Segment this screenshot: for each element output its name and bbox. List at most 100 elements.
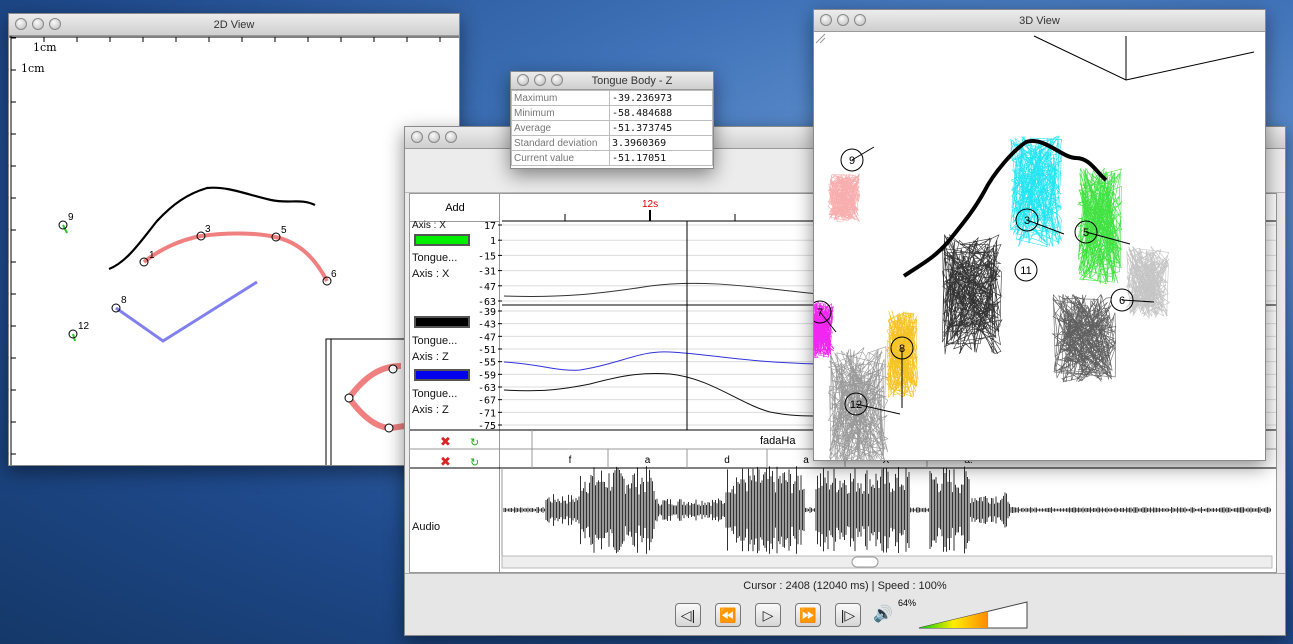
stats-label: Maximum xyxy=(511,90,610,106)
phoneme-label[interactable]: a xyxy=(645,455,651,466)
trajectory-cloud xyxy=(1077,167,1123,285)
axis-tick-label: -63 xyxy=(478,383,496,394)
track-color-swatch-green[interactable] xyxy=(414,234,470,246)
axis-tick-label: -55 xyxy=(478,358,496,369)
sensor-marker-3d[interactable] xyxy=(890,336,914,360)
trajectory-cloud xyxy=(827,173,861,222)
frame-lines xyxy=(1033,35,1255,81)
partial-axis-label: Axis : X xyxy=(412,220,446,231)
sensor-12[interactable] xyxy=(68,329,78,339)
zoom-icon[interactable] xyxy=(854,14,866,26)
sensor-marker-3d[interactable] xyxy=(1074,220,1098,244)
close-icon[interactable] xyxy=(517,74,529,86)
track-color-swatch-blue[interactable] xyxy=(414,369,470,381)
volume-value: 64% xyxy=(898,598,917,608)
audio-track-label: Audio xyxy=(412,521,441,533)
stats-value: -58.484688 xyxy=(609,105,713,121)
delete-icon[interactable]: ✖ xyxy=(440,434,451,449)
sensor-8[interactable] xyxy=(111,303,121,313)
sensor-marker-3d[interactable] xyxy=(1015,208,1039,232)
close-icon[interactable] xyxy=(820,14,832,26)
sensor-marker-label: 6 xyxy=(1119,295,1125,307)
axis-tick-label: -71 xyxy=(478,408,496,419)
track1-axis-ticks: 17 1 -15 -31 -47 -63 xyxy=(478,221,502,308)
axis-tick-label: -15 xyxy=(478,251,496,262)
stats-row: Minimum -58.484688 xyxy=(511,105,713,121)
sensor-1[interactable] xyxy=(139,257,149,267)
sensor-marker-3d[interactable] xyxy=(814,300,832,324)
window-2d-view[interactable]: 2D View 1cm 1cm 1 3 5 6 8 9 12 xyxy=(8,13,460,466)
fast-forward-button[interactable]: ⏩ xyxy=(795,603,821,627)
stats-label: Minimum xyxy=(511,105,610,121)
sensor-marker-label: 3 xyxy=(1024,215,1030,227)
zoom-icon[interactable] xyxy=(445,131,457,143)
stats-table: Maximum -39.236973 Minimum -58.484688 Averag… xyxy=(511,90,713,166)
axis-tick-label: -39 xyxy=(478,307,496,318)
sensor-6[interactable] xyxy=(322,276,332,286)
phoneme-label[interactable]: d xyxy=(724,455,730,466)
close-icon[interactable] xyxy=(411,131,423,143)
sensor-5[interactable] xyxy=(271,232,281,242)
phoneme-label[interactable]: f xyxy=(569,455,572,466)
scrollbar-thumb[interactable] xyxy=(851,556,879,568)
canvas-2d[interactable]: 1cm 1cm 1 3 5 6 8 9 12 xyxy=(9,36,460,466)
audio-waveform[interactable] xyxy=(503,466,1271,554)
sensor-marker-3d[interactable] xyxy=(1014,258,1038,282)
ruler-left-ticks xyxy=(11,37,16,455)
titlebar-2d[interactable]: 2D View xyxy=(9,14,459,36)
sensor-9[interactable] xyxy=(58,220,68,230)
window-3d-view[interactable]: 3D View 9 3 5 11 6 7 8 12 xyxy=(813,9,1266,461)
axis-tick-label: -59 xyxy=(478,370,496,381)
speaker-icon[interactable]: 🔊 xyxy=(873,606,893,623)
zoom-icon[interactable] xyxy=(551,74,563,86)
label-3: 3 xyxy=(205,224,211,235)
stats-row: Current value -51.17051 xyxy=(511,150,713,166)
minimize-icon[interactable] xyxy=(32,18,44,30)
track2-blue-signal xyxy=(503,351,821,371)
resize-grip-icon[interactable] xyxy=(814,32,826,44)
trajectory-cloud xyxy=(827,346,889,460)
window-statistics[interactable]: Tongue Body - Z Maximum -39.236973 Minimum… xyxy=(510,71,714,169)
palate-contour-3d xyxy=(902,138,1108,278)
label-6: 6 xyxy=(331,269,337,280)
stats-value: -51.373745 xyxy=(609,120,713,136)
track-labels-column: Add Axis : X Tongue... Axis : X Tongue..… xyxy=(410,194,500,572)
sensor-normal-line xyxy=(1121,299,1155,303)
playback-footer: Cursor : 2408 (12040 ms) | Speed : 100% … xyxy=(405,573,1285,635)
titlebar-stats[interactable]: Tongue Body - Z xyxy=(511,72,713,90)
delete-icon[interactable]: ✖ xyxy=(440,454,451,469)
label-5: 5 xyxy=(281,225,287,236)
first-frame-button[interactable]: ◁| xyxy=(675,603,701,627)
sensor-3[interactable] xyxy=(196,231,206,241)
stats-row: Standard deviation 3.3960369 xyxy=(511,135,713,151)
phoneme-label[interactable]: a xyxy=(803,455,809,466)
word-label[interactable]: fadaHa xyxy=(760,435,796,447)
sensor-marker-3d[interactable] xyxy=(1110,288,1134,312)
sensor-normal-line xyxy=(855,403,901,415)
close-icon[interactable] xyxy=(15,18,27,30)
track-name: Tongue... xyxy=(412,252,458,264)
canvas-3d[interactable]: 9 3 5 11 6 7 8 12 xyxy=(814,32,1266,461)
track-color-swatch-black[interactable] xyxy=(414,316,470,328)
titlebar-3d[interactable]: 3D View xyxy=(814,10,1265,32)
rewind-button[interactable]: ⏪ xyxy=(715,603,741,627)
sensor-marker-3d[interactable] xyxy=(844,392,868,416)
minimize-icon[interactable] xyxy=(534,74,546,86)
play-button[interactable]: ▷ xyxy=(755,603,781,627)
add-track-button[interactable]: Add xyxy=(410,194,500,222)
window-title: 2D View xyxy=(213,19,255,31)
last-frame-button[interactable]: |▷ xyxy=(835,603,861,627)
cursor-status: Cursor : 2408 (12040 ms) | Speed : 100% xyxy=(743,580,947,592)
zoom-icon[interactable] xyxy=(49,18,61,30)
refresh-icon[interactable]: ↻ xyxy=(470,437,479,449)
volume-slider[interactable] xyxy=(917,600,1029,630)
refresh-icon[interactable]: ↻ xyxy=(470,457,479,469)
sensor-normal-line xyxy=(1085,231,1131,245)
horizontal-scrollbar[interactable] xyxy=(501,555,1273,569)
sensor-normal-line xyxy=(819,311,837,333)
window-controls xyxy=(411,131,457,143)
minimize-icon[interactable] xyxy=(428,131,440,143)
sensor-marker-3d[interactable] xyxy=(840,148,864,172)
sensor-marker-label: 8 xyxy=(899,343,905,355)
minimize-icon[interactable] xyxy=(837,14,849,26)
